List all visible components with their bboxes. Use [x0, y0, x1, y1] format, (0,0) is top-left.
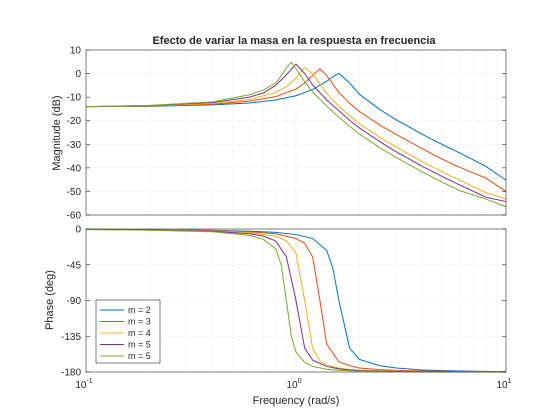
magnitude-series-0	[85, 72, 507, 181]
magnitude-ytick-label: 0	[75, 69, 81, 80]
magnitude-grid	[86, 50, 506, 215]
phase-series-0	[85, 228, 507, 373]
chart-title: Efecto de variar la masa en la respuesta…	[152, 35, 436, 47]
magnitude-series-2	[85, 66, 507, 200]
legend-label-1: m = 3	[128, 317, 151, 327]
magnitude-ytick-label: -30	[67, 140, 82, 151]
frequency-tick-label: 101	[496, 378, 511, 391]
magnitude-ytick-label: -40	[67, 163, 82, 174]
phase-ytick-label: 0	[75, 225, 81, 236]
magnitude-ticks: 10 0 -10 -20 -30 -40 -50 -60	[67, 46, 506, 222]
magnitude-series-3	[85, 63, 507, 203]
phase-ytick-label: -135	[61, 332, 81, 343]
legend-label-2: m = 4	[128, 328, 151, 338]
magnitude-ytick-label: -10	[67, 93, 82, 104]
magnitude-ytick-label: 10	[70, 46, 82, 57]
magnitude-ytick-label: -50	[67, 187, 82, 198]
magnitude-series-4	[85, 61, 507, 208]
frequency-tick-label: 10-1	[75, 378, 92, 391]
magnitude-ylabel: Magnitude (dB)	[51, 95, 63, 170]
magnitude-ytick-label: -20	[67, 116, 82, 127]
magnitude-series-1	[85, 68, 507, 192]
magnitude-axes: 10 0 -10 -20 -30 -40 -50 -60 Magnitude (dB)	[51, 46, 507, 222]
legend-label-0: m = 2	[128, 305, 151, 315]
phase-ytick-label: -45	[67, 260, 82, 271]
legend-label-3: m = 5	[128, 340, 151, 350]
phase-ytick-label: -180	[61, 368, 81, 379]
legend: m = 2 m = 3m = 4 m = 5m = 5	[95, 299, 161, 364]
frequency-ticks: 10-1 100 101	[75, 378, 511, 391]
magnitude-ytick-label: -60	[67, 211, 82, 222]
phase-ytick-label: -90	[67, 296, 82, 307]
frequency-tick-label: 100	[286, 378, 301, 391]
xlabel: Frequency (rad/s)	[253, 395, 340, 407]
magnitude-axes-frame	[85, 49, 507, 216]
phase-ticks: 0 -45 -90 -135 -180	[61, 225, 506, 379]
legend-label-4: m = 5	[128, 351, 151, 361]
phase-ylabel: Phase (deg)	[44, 270, 56, 330]
magnitude-series-group	[85, 61, 507, 208]
